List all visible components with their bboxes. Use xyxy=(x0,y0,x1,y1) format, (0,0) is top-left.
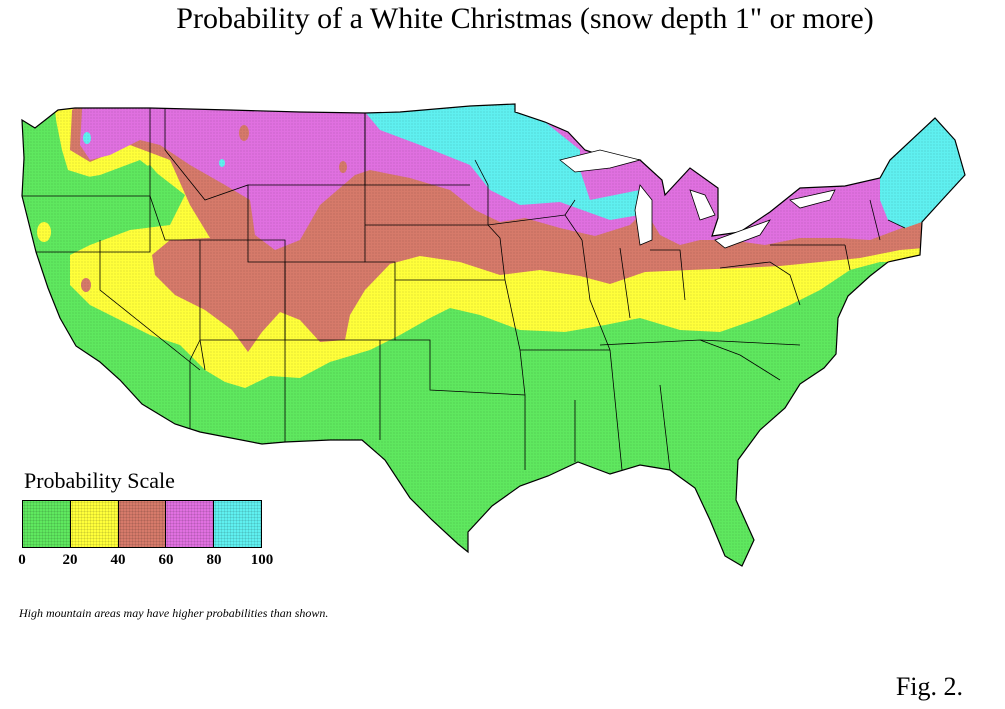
legend-swatch-0-20 xyxy=(23,501,71,547)
legend-tick: 80 xyxy=(206,552,222,568)
lake-michigan xyxy=(634,184,653,246)
lake-huron xyxy=(689,189,716,221)
mountain-note: High mountain areas may have higher prob… xyxy=(19,606,329,620)
legend-tick: 0 xyxy=(18,552,26,568)
legend-tick: 20 xyxy=(62,552,78,568)
legend-tick: 40 xyxy=(110,552,126,568)
legend-swatch-80-100 xyxy=(214,501,261,547)
great-lakes xyxy=(559,149,836,249)
legend-swatch-20-40 xyxy=(70,501,119,547)
state-borders xyxy=(22,108,906,471)
lake-erie xyxy=(714,219,772,249)
legend-tick: 100 xyxy=(250,552,274,568)
legend-scale-bar xyxy=(22,500,262,548)
legend-swatch-60-80 xyxy=(166,501,215,547)
lake-superior xyxy=(559,149,642,173)
legend-title: Probability Scale xyxy=(24,468,175,493)
legend-swatch-40-60 xyxy=(118,501,167,547)
legend-tick: 60 xyxy=(158,552,174,568)
map-title: Probability of a White Christmas (snow d… xyxy=(176,2,874,35)
lake-ontario xyxy=(789,189,836,209)
figure-label: Fig. 2. xyxy=(895,672,963,701)
